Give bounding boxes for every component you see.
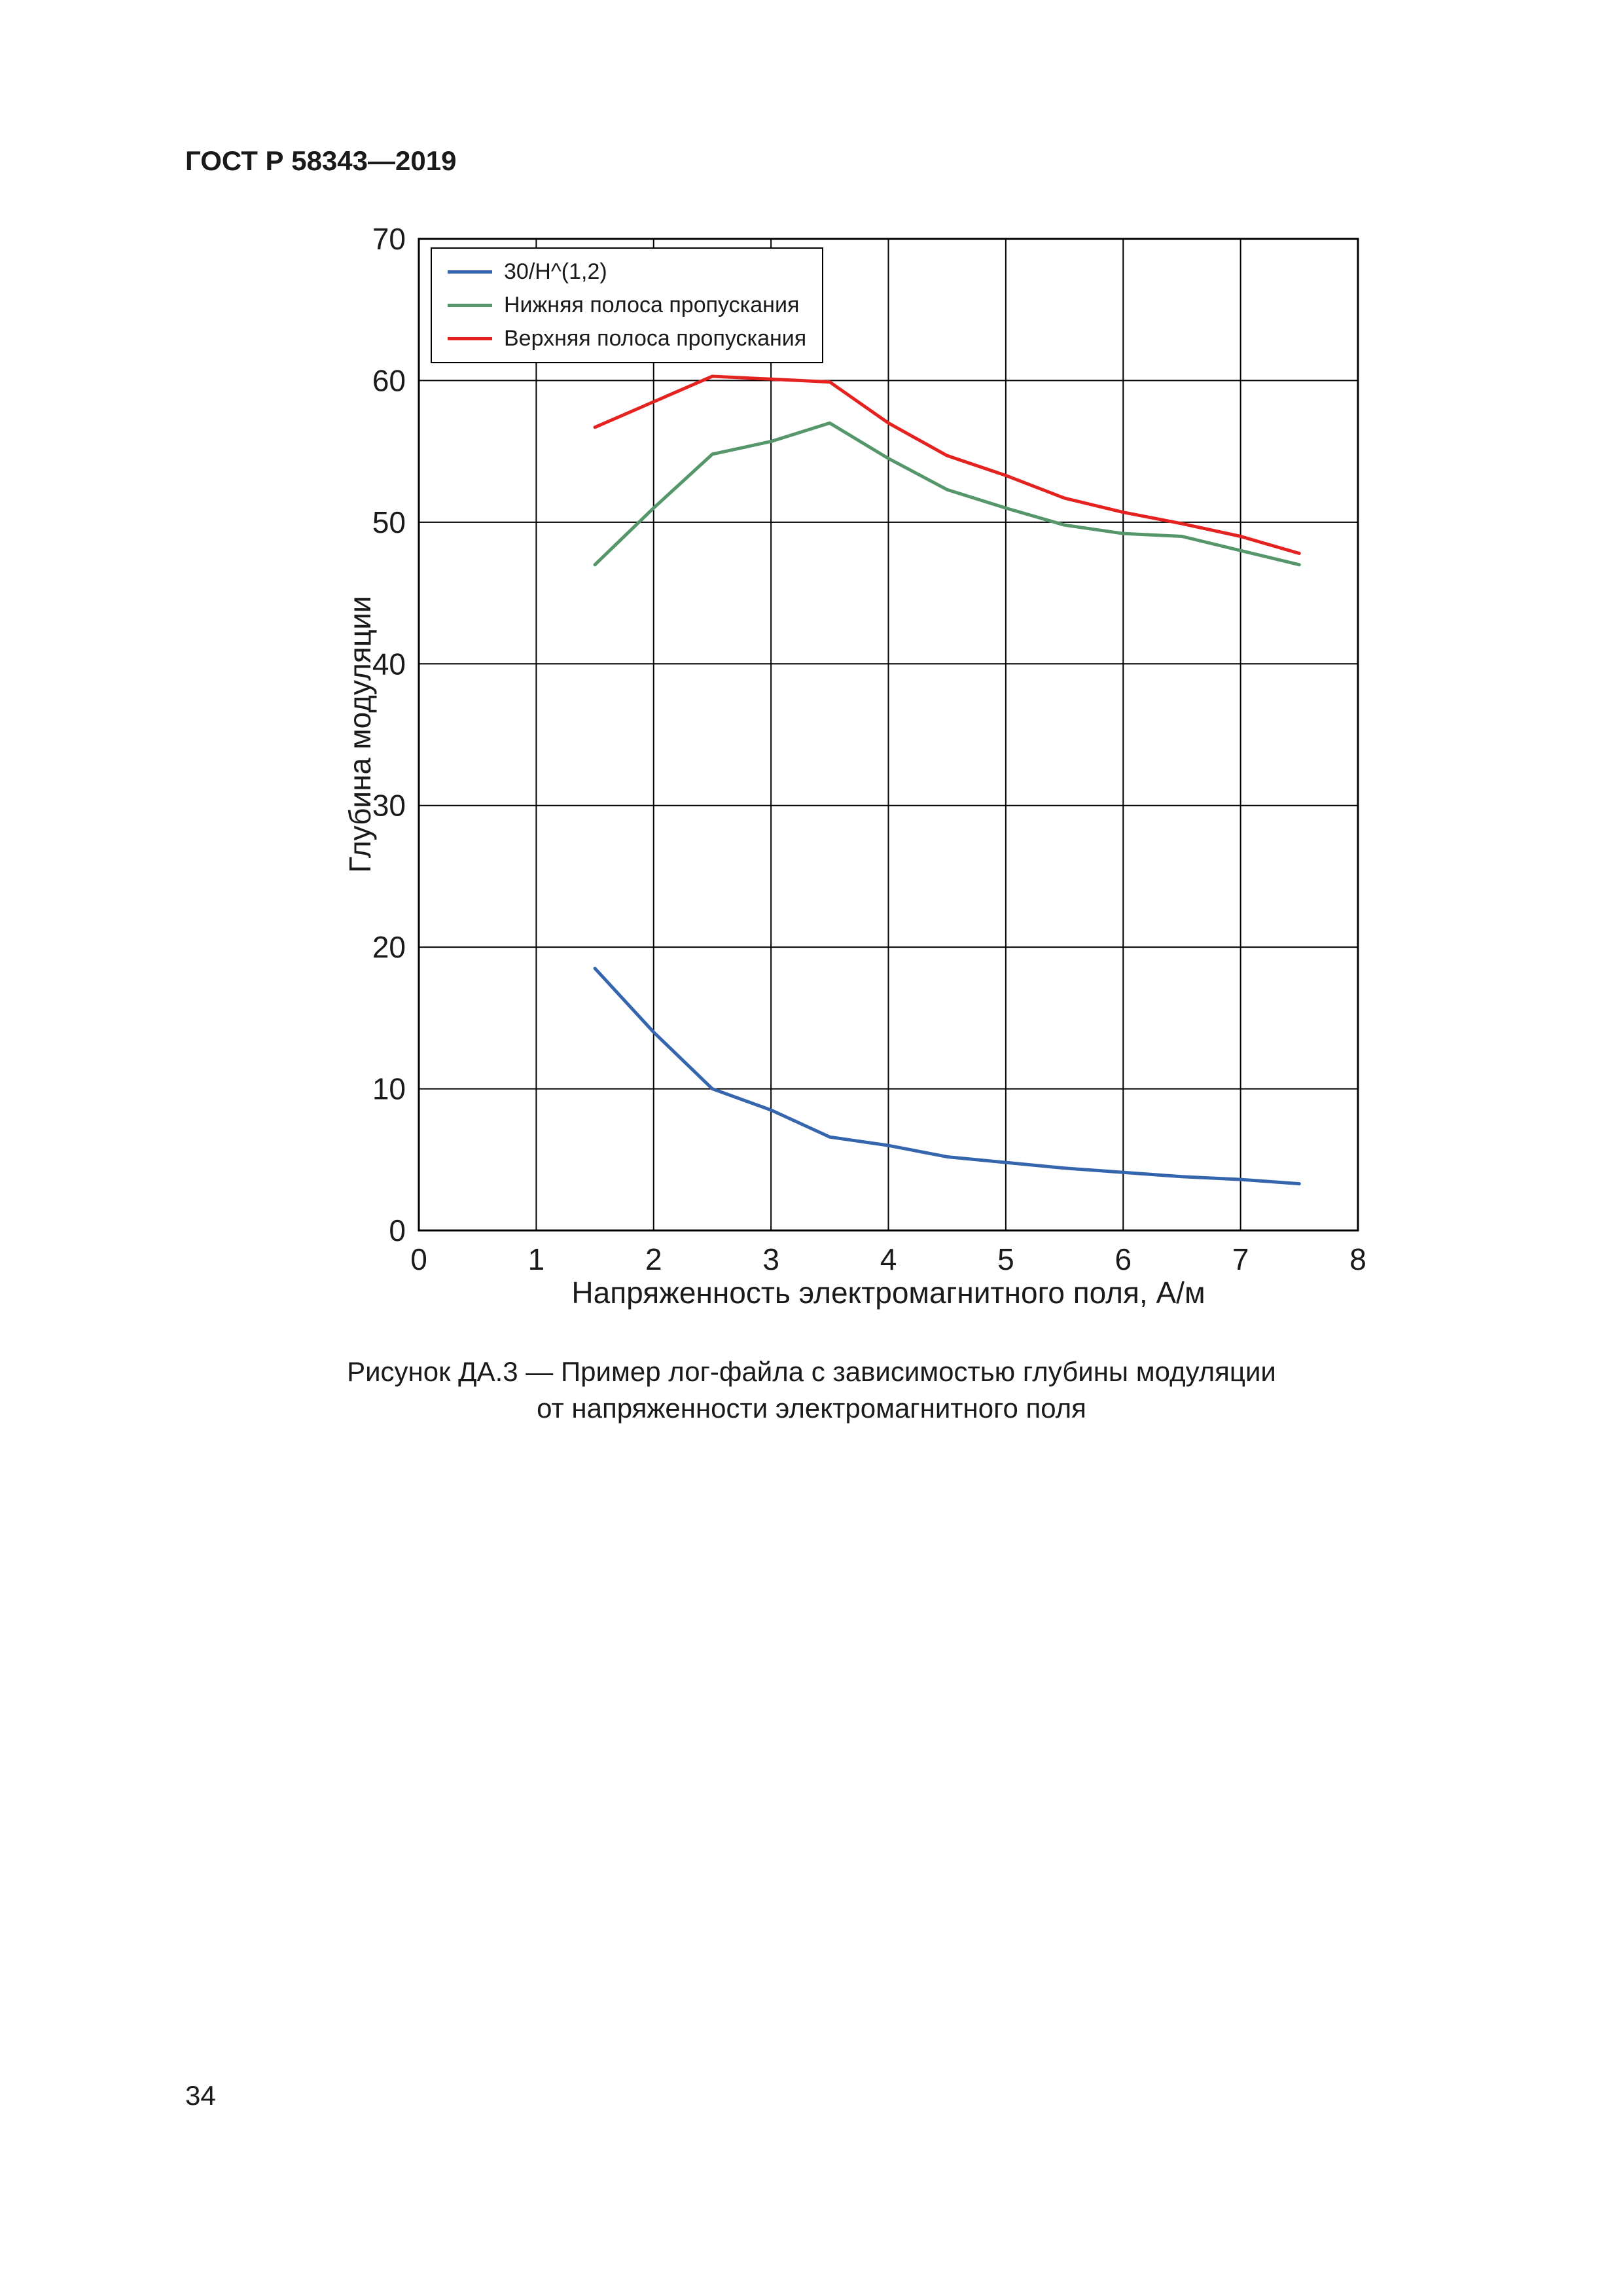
x-tick-label: 3 (762, 1242, 779, 1276)
legend-label: 30/H^(1,2) (504, 259, 607, 284)
y-tick-label: 40 (372, 647, 406, 681)
figure-caption: Рисунок ДА.3 — Пример лог-файла с зависи… (185, 1354, 1438, 1427)
x-tick-label: 0 (410, 1242, 427, 1276)
legend-item: 30/H^(1,2) (448, 259, 806, 285)
figure-caption-line1: Рисунок ДА.3 — Пример лог-файла с зависи… (347, 1356, 1276, 1387)
line-chart: 0 1 2 3 4 5 6 7 8 0 10 20 30 40 50 60 70 (372, 222, 1366, 1276)
legend-label: Нижняя полоса пропускания (504, 293, 800, 317)
x-axis-title: Напряженность электромагнитного поля, А/… (571, 1276, 1205, 1310)
y-tick-label: 70 (372, 222, 406, 256)
y-tick-label: 10 (372, 1072, 406, 1106)
legend-item: Нижняя полоса пропускания (448, 293, 806, 318)
legend-line-swatch (448, 337, 492, 340)
x-tick-label: 1 (528, 1242, 545, 1276)
legend-label: Верхняя полоса пропускания (504, 326, 807, 351)
y-tick-label: 60 (372, 363, 406, 397)
x-tick-label: 6 (1115, 1242, 1132, 1276)
y-tick-label: 50 (372, 505, 406, 539)
series-line-0 (593, 967, 1301, 1186)
page-number: 34 (185, 2080, 216, 2111)
x-tick-label: 4 (880, 1242, 897, 1276)
legend-line-swatch (448, 304, 492, 307)
plot-border (418, 238, 1359, 1232)
series-line-1 (593, 421, 1301, 567)
x-tick-label: 7 (1232, 1242, 1249, 1276)
legend-line-swatch (448, 270, 492, 274)
x-tick-label: 8 (1349, 1242, 1366, 1276)
chart-legend: 30/H^(1,2) Нижняя полоса пропускания Верхн… (431, 247, 824, 363)
x-tick-label: 5 (997, 1242, 1014, 1276)
figure-da3: 0 1 2 3 4 5 6 7 8 0 10 20 30 40 50 60 70 30/H^(1,2) Нижня… (262, 216, 1387, 1329)
y-tick-label: 0 (389, 1213, 406, 1247)
y-axis-title: Глубина модуляции (343, 596, 377, 873)
series-line-2 (593, 374, 1301, 555)
x-tick-label: 2 (645, 1242, 662, 1276)
y-tick-label: 30 (372, 789, 406, 823)
figure-caption-line2: от напряженности электромагнитного поля (537, 1393, 1086, 1424)
legend-item: Верхняя полоса пропускания (448, 326, 806, 351)
document-header: ГОСТ Р 58343—2019 (185, 145, 457, 176)
y-tick-label: 20 (372, 930, 406, 964)
